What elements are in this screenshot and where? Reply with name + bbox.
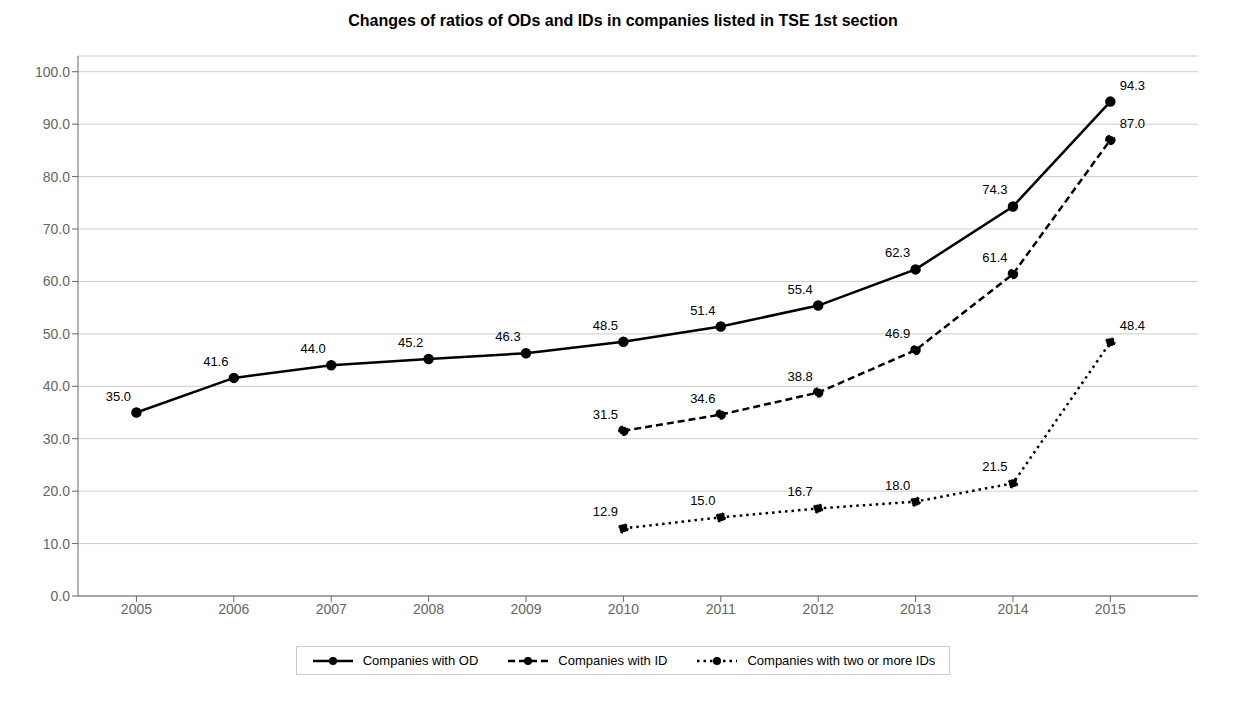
svg-text:40.0: 40.0 [43, 378, 70, 394]
svg-text:51.4: 51.4 [690, 303, 715, 318]
svg-text:38.8: 38.8 [788, 369, 813, 384]
svg-text:45.2: 45.2 [398, 335, 423, 350]
svg-text:60.0: 60.0 [43, 273, 70, 289]
svg-text:70.0: 70.0 [43, 221, 70, 237]
svg-text:12.9: 12.9 [593, 504, 618, 519]
svg-text:90.0: 90.0 [43, 116, 70, 132]
svg-text:2012: 2012 [803, 601, 834, 617]
svg-text:48.4: 48.4 [1120, 318, 1145, 333]
svg-text:62.3: 62.3 [885, 245, 910, 260]
html-text:Companies with ID: Companies with ID [558, 653, 668, 668]
svg-text:2014: 2014 [997, 601, 1028, 617]
svg-text:34.6: 34.6 [690, 391, 715, 406]
svg-text:2005: 2005 [121, 601, 152, 617]
svg-text:80.0: 80.0 [43, 169, 70, 185]
svg-text:20.0: 20.0 [43, 483, 70, 499]
svg-text:100.0: 100.0 [35, 64, 70, 80]
svg-text:74.3: 74.3 [982, 182, 1007, 197]
svg-text:44.0: 44.0 [301, 341, 326, 356]
svg-text:87.0: 87.0 [1120, 116, 1145, 131]
svg-text:18.0: 18.0 [885, 478, 910, 493]
svg-text:46.3: 46.3 [495, 329, 520, 344]
svg-text:2008: 2008 [413, 601, 444, 617]
svg-text:0.0: 0.0 [51, 588, 71, 604]
html-text:Companies with OD: Companies with OD [362, 653, 479, 668]
svg-text:2007: 2007 [316, 601, 347, 617]
svg-text:50.0: 50.0 [43, 326, 70, 342]
svg-text:16.7: 16.7 [788, 484, 813, 499]
svg-text:2010: 2010 [608, 601, 639, 617]
svg-text:21.5: 21.5 [982, 459, 1007, 474]
svg-text:35.0: 35.0 [106, 389, 131, 404]
html-text:Companies with two or more IDs: Companies with two or more IDs [747, 653, 936, 668]
svg-text:48.5: 48.5 [593, 318, 618, 333]
svg-text:30.0: 30.0 [43, 431, 70, 447]
svg-text:41.6: 41.6 [203, 354, 228, 369]
svg-text:2009: 2009 [510, 601, 541, 617]
html-text:Changes of ratios of ODs and I: Changes of ratios of ODs and IDs in comp… [348, 12, 898, 29]
svg-text:46.9: 46.9 [885, 326, 910, 341]
svg-text:2015: 2015 [1095, 601, 1126, 617]
svg-text:31.5: 31.5 [593, 407, 618, 422]
svg-text:55.4: 55.4 [788, 282, 813, 297]
svg-text:10.0: 10.0 [43, 536, 70, 552]
svg-text:94.3: 94.3 [1120, 78, 1145, 93]
svg-text:15.0: 15.0 [690, 493, 715, 508]
svg-text:2011: 2011 [706, 601, 736, 617]
svg-text:2013: 2013 [900, 601, 931, 617]
svg-text:61.4: 61.4 [982, 250, 1007, 265]
svg-text:2006: 2006 [218, 601, 249, 617]
